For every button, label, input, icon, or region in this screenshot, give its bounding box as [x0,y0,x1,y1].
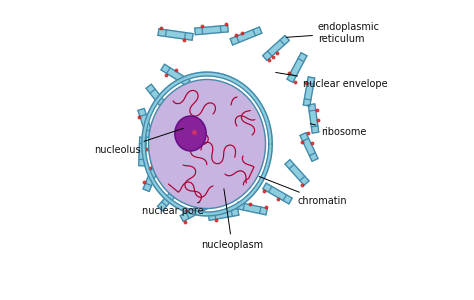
Polygon shape [237,202,267,215]
Text: nuclear envelope: nuclear envelope [276,73,388,89]
Polygon shape [161,64,190,86]
Polygon shape [230,27,262,45]
Polygon shape [157,185,182,211]
Polygon shape [308,104,319,133]
Polygon shape [139,137,146,166]
Text: ribosome: ribosome [310,124,366,137]
Polygon shape [180,202,210,221]
Polygon shape [158,29,193,40]
Polygon shape [300,133,318,161]
Polygon shape [138,108,153,138]
Polygon shape [143,163,160,191]
Polygon shape [263,35,289,61]
Text: endoplasmic
reticulum: endoplasmic reticulum [286,22,380,44]
Polygon shape [208,208,239,220]
Ellipse shape [175,116,206,151]
Polygon shape [195,25,228,35]
Text: chromatin: chromatin [259,176,346,206]
Polygon shape [142,72,272,216]
Text: nucleolus: nucleolus [94,128,183,155]
Polygon shape [303,77,315,106]
Text: nuclear pore: nuclear pore [143,202,204,217]
Polygon shape [263,183,292,204]
Polygon shape [285,160,309,185]
Ellipse shape [148,80,265,208]
Text: nucleoplasm: nucleoplasm [201,189,263,250]
Polygon shape [287,53,307,82]
Polygon shape [146,84,169,111]
